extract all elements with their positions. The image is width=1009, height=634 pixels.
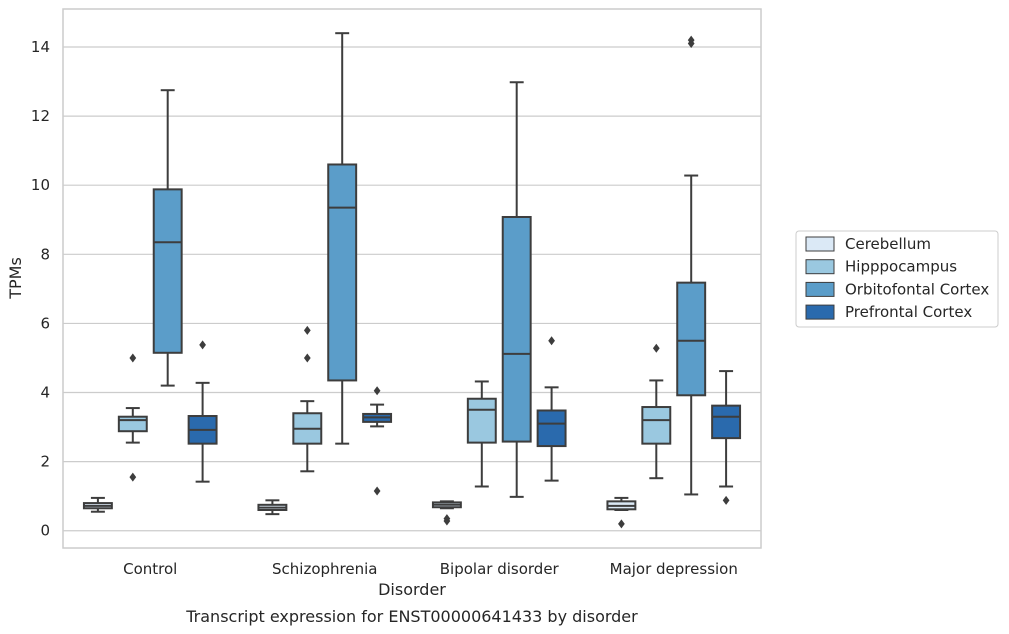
outlier-point bbox=[373, 386, 381, 396]
legend-swatch bbox=[805, 304, 835, 320]
box-hipppocampus-2 bbox=[466, 380, 497, 488]
outlier-point bbox=[652, 343, 660, 353]
x-tick-labels: Control Schizophrenia Bipolar disorder Majo… bbox=[123, 560, 738, 578]
y-tick-label: 0 bbox=[40, 522, 50, 540]
box-prefrontal-cortex-3 bbox=[711, 370, 742, 505]
y-tick-label: 4 bbox=[40, 384, 50, 402]
y-tick-label: 6 bbox=[40, 314, 50, 332]
outlier-point bbox=[199, 340, 206, 350]
box-prefrontal-cortex-2 bbox=[536, 336, 567, 482]
y-tick-label: 14 bbox=[31, 38, 50, 56]
box-iqr bbox=[466, 397, 497, 444]
outlier-point bbox=[303, 353, 311, 363]
y-tick-label: 10 bbox=[31, 176, 50, 194]
outlier-point bbox=[443, 514, 451, 524]
x-tick-label: Major depression bbox=[610, 560, 738, 578]
y-tick-label: 12 bbox=[31, 107, 50, 125]
box-series bbox=[82, 32, 742, 529]
outlier-point bbox=[129, 353, 137, 363]
box-hipppocampus-1 bbox=[292, 325, 323, 473]
legend-label: Hipppocampus bbox=[845, 258, 957, 276]
box-iqr bbox=[327, 163, 358, 382]
legend-frame bbox=[795, 230, 999, 328]
box-prefrontal-cortex-1 bbox=[362, 386, 393, 496]
x-tick-label: Schizophrenia bbox=[272, 560, 377, 578]
box-iqr bbox=[711, 404, 742, 440]
box-cerebellum-2 bbox=[431, 500, 462, 526]
box-cerebellum-1 bbox=[257, 499, 288, 516]
box-iqr bbox=[536, 409, 567, 448]
box-orbitofontal-cortex-2 bbox=[501, 81, 532, 498]
plot-frame bbox=[62, 8, 762, 549]
y-tick-label: 2 bbox=[40, 453, 50, 471]
figure-caption: Transcript expression for ENST0000064143… bbox=[185, 607, 638, 626]
box-iqr bbox=[117, 415, 148, 433]
box-iqr bbox=[501, 215, 532, 443]
outlier-point bbox=[373, 486, 381, 496]
legend-swatch bbox=[805, 281, 835, 297]
legend-label: Prefrontal Cortex bbox=[845, 303, 972, 321]
x-axis-label: Disorder bbox=[378, 580, 446, 599]
legend-swatch bbox=[805, 259, 835, 275]
outlier-point bbox=[687, 35, 695, 45]
box-hipppocampus-0 bbox=[117, 353, 148, 482]
box-prefrontal-cortex-0 bbox=[187, 340, 218, 483]
y-axis-label: TPMs bbox=[6, 257, 25, 300]
box-orbitofontal-cortex-0 bbox=[152, 89, 183, 387]
y-tick-label: 8 bbox=[40, 245, 50, 263]
box-orbitofontal-cortex-3 bbox=[676, 35, 707, 496]
legend-label: Orbitofontal Cortex bbox=[845, 280, 989, 298]
box-iqr bbox=[152, 188, 183, 354]
legend-swatch bbox=[805, 236, 835, 252]
box-cerebellum-0 bbox=[82, 496, 113, 513]
outlier-point bbox=[129, 472, 137, 482]
box-iqr bbox=[641, 406, 672, 445]
x-tick-label: Control bbox=[123, 560, 177, 578]
outlier-point bbox=[303, 325, 311, 335]
box-hipppocampus-3 bbox=[641, 343, 672, 480]
outlier-point bbox=[548, 336, 555, 346]
y-tick-labels: 0 2 4 6 8 10 12 14 bbox=[31, 38, 50, 540]
box-orbitofontal-cortex-1 bbox=[327, 32, 358, 445]
box-iqr bbox=[676, 281, 707, 397]
outlier-point bbox=[618, 519, 625, 529]
box-cerebellum-3 bbox=[606, 496, 637, 529]
legend-label: Cerebellum bbox=[845, 235, 931, 253]
legend: Cerebellum Hipppocampus Orbitofontal Corte… bbox=[795, 230, 999, 328]
x-tick-label: Bipolar disorder bbox=[440, 560, 560, 578]
outlier-point bbox=[722, 495, 730, 505]
